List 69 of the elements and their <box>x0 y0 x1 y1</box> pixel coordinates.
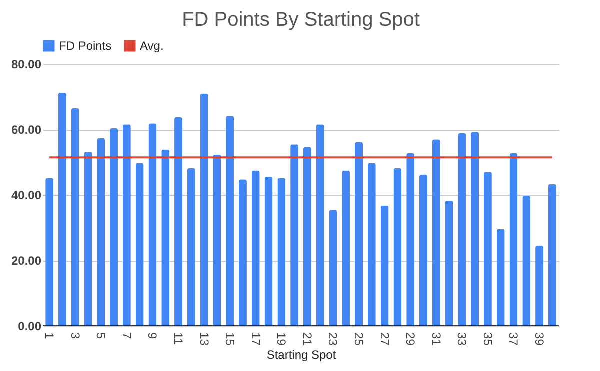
bar <box>355 142 364 326</box>
y-tick-label: 20.00 <box>11 254 42 268</box>
y-tick-label: 60.00 <box>11 123 42 137</box>
bar <box>238 180 247 326</box>
bar <box>58 92 66 326</box>
bar <box>97 138 106 326</box>
bar <box>394 168 402 326</box>
y-tick-label: 80.00 <box>11 58 42 72</box>
x-tick-label: 15 <box>223 332 238 346</box>
x-tick-label: 27 <box>378 332 392 346</box>
x-tick-label: 5 <box>94 332 108 340</box>
x-tick-label: 13 <box>197 332 212 346</box>
x-tick-label: 19 <box>274 332 289 346</box>
bar <box>316 124 324 326</box>
y-tick-label: 0.00 <box>18 320 42 334</box>
x-tick-label: 11 <box>172 332 186 346</box>
y-tick-label: 40.00 <box>11 188 42 202</box>
bar <box>264 176 273 326</box>
bar <box>458 133 466 326</box>
legend-label: FD Points <box>59 39 112 53</box>
bar <box>200 94 208 326</box>
bar <box>536 246 544 326</box>
bar <box>148 124 157 326</box>
x-tick-label: 21 <box>300 332 314 346</box>
bar <box>548 184 556 326</box>
bar <box>290 144 299 326</box>
bar <box>303 147 312 326</box>
bar <box>136 163 144 326</box>
legend-label: Avg. <box>140 39 164 53</box>
x-tick-label: 25 <box>352 332 366 346</box>
chart-title: FD Points By Starting Spot <box>182 9 420 31</box>
bar <box>419 174 428 326</box>
bar <box>471 132 480 326</box>
x-tick-label: 7 <box>120 332 134 340</box>
bar <box>174 117 183 326</box>
bar <box>484 172 492 326</box>
bar <box>226 116 234 326</box>
x-tick-label: 23 <box>326 332 340 346</box>
x-tick-label: 9 <box>146 332 160 340</box>
bar <box>342 170 350 326</box>
x-tick-label: 17 <box>248 332 263 346</box>
bar <box>432 140 440 326</box>
bar <box>252 170 260 326</box>
bar <box>445 200 454 326</box>
x-tick-label: 1 <box>42 332 57 340</box>
bar <box>110 128 118 326</box>
x-tick-label: 3 <box>68 332 82 340</box>
x-tick-label: 33 <box>455 332 470 346</box>
bar <box>162 150 170 326</box>
bar <box>510 153 518 326</box>
x-tick-label: 37 <box>506 332 521 346</box>
bar <box>278 178 286 326</box>
bar <box>71 108 80 326</box>
x-tick-label: 29 <box>404 332 418 346</box>
x-tick-label: 39 <box>532 332 547 346</box>
x-axis-title: Starting Spot <box>266 348 337 362</box>
bar <box>380 206 389 326</box>
bar <box>84 152 92 326</box>
bar <box>368 163 376 326</box>
bar <box>406 153 415 326</box>
bar <box>213 154 222 326</box>
bar <box>329 210 338 326</box>
bar <box>187 168 196 326</box>
x-tick-label: 31 <box>429 332 444 346</box>
x-tick-label: 35 <box>480 332 495 346</box>
bar <box>522 196 531 326</box>
bar <box>122 124 131 326</box>
bar <box>496 229 505 326</box>
bar <box>46 178 54 326</box>
